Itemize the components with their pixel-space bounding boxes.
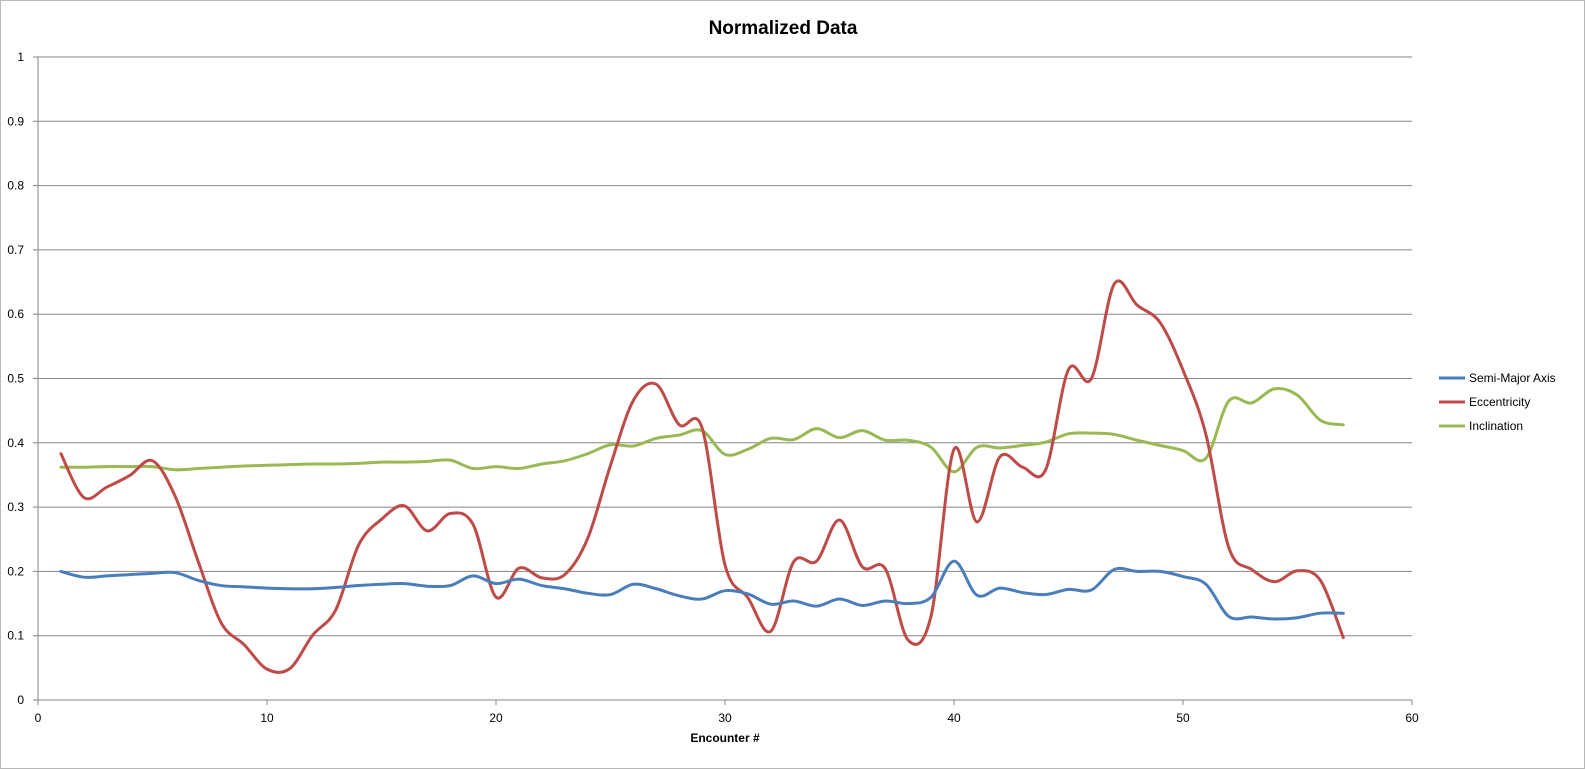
plot-series	[59, 279, 1345, 674]
y-tick-label: 1	[17, 50, 24, 64]
legend-item-eccentricity: Eccentricity	[1439, 395, 1530, 409]
x-tick-label: 50	[1176, 711, 1190, 725]
y-tick-label: 0.7	[7, 243, 24, 257]
x-tick-label: 10	[260, 711, 274, 725]
eccentricity-line	[59, 279, 1345, 674]
y-tick-label: 0.9	[7, 114, 24, 128]
chart-title: Normalized Data	[709, 18, 858, 39]
x-axis-label: Encounter #	[690, 731, 760, 745]
y-tick-label: 0.4	[7, 436, 24, 450]
y-tick-label: 0.2	[7, 564, 24, 578]
legend: Semi-Major Axis Eccentricity Inclination	[1439, 371, 1556, 433]
x-tick-label: 40	[947, 711, 961, 725]
y-tick-label: 0.1	[7, 629, 24, 643]
x-tick-label: 0	[35, 711, 42, 725]
x-axis-ticks: 0 10 20 30 40 50 60	[35, 711, 1419, 725]
legend-label: Inclination	[1469, 419, 1523, 433]
x-tick-label: 60	[1405, 711, 1419, 725]
legend-label: Semi-Major Axis	[1469, 371, 1556, 385]
legend-item-inclination: Inclination	[1439, 419, 1523, 433]
legend-item-semi-major-axis: Semi-Major Axis	[1439, 371, 1556, 385]
x-tick-label: 20	[489, 711, 503, 725]
axes	[33, 56, 1413, 705]
semi-major-axis-line	[59, 559, 1345, 621]
y-tick-label: 0.8	[7, 179, 24, 193]
y-axis-ticks: 0 0.1 0.2 0.3 0.4 0.5 0.6 0.7 0.8 0.9 1	[7, 50, 24, 707]
y-tick-label: 0.5	[7, 372, 24, 386]
y-tick-label: 0.6	[7, 307, 24, 321]
x-tick-label: 30	[718, 711, 732, 725]
y-tick-label: 0	[17, 693, 24, 707]
y-tick-label: 0.3	[7, 500, 24, 514]
gridlines	[38, 56, 1412, 637]
legend-label: Eccentricity	[1469, 395, 1530, 409]
